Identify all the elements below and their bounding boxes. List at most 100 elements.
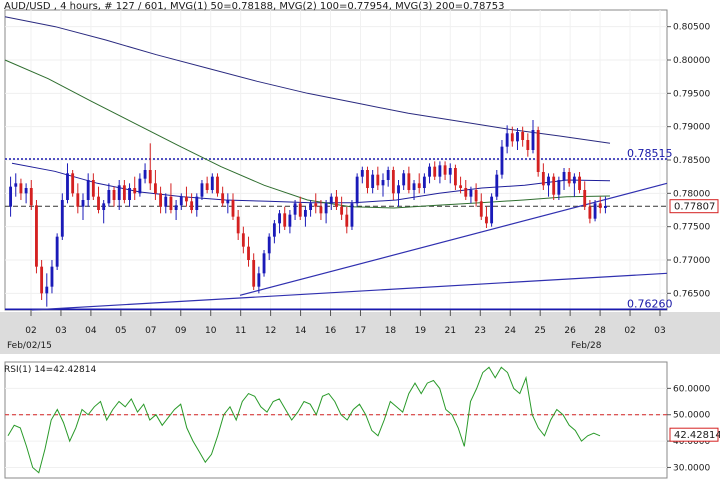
price-xtick-label: 10 <box>205 326 217 336</box>
bear-candle <box>252 260 256 287</box>
bull-candle <box>350 203 354 227</box>
rsi-last-value-marker <box>669 427 719 442</box>
bear-candle <box>464 188 468 197</box>
bull-candle <box>371 174 375 188</box>
bear-candle <box>19 183 23 194</box>
bull-candle <box>422 176 426 188</box>
bull-candle <box>86 180 90 200</box>
level-label-upper: 0.78515 <box>627 147 673 160</box>
bear-candle <box>283 213 287 227</box>
bull-candle <box>66 173 69 200</box>
bear-candle <box>153 183 157 194</box>
price-xtick-label: 03 <box>55 326 66 336</box>
last-price-marker <box>669 199 719 214</box>
price-ytick-label: 0.77500 <box>673 223 710 233</box>
bull-candle <box>278 213 281 224</box>
price-xtick-label: 03 <box>654 326 665 336</box>
bear-candle <box>485 216 488 224</box>
bear-candle <box>459 185 463 188</box>
bear-candle <box>112 190 116 200</box>
bull-candle <box>60 200 64 237</box>
bear-candle <box>552 176 556 195</box>
price-ytick-label: 0.80000 <box>673 56 710 66</box>
bull-candle <box>272 223 276 237</box>
bear-candle <box>417 183 421 188</box>
bear-candle <box>578 176 581 190</box>
bear-candle <box>474 190 478 202</box>
bull-candle <box>303 210 307 217</box>
date-label-end: Feb/28 <box>571 341 602 351</box>
price-xtick-label: 09 <box>175 326 187 336</box>
bear-candle <box>159 193 163 207</box>
bear-candle <box>526 140 530 150</box>
bull-candle <box>412 183 416 190</box>
bull-candle <box>24 188 28 194</box>
price-xtick-label: 28 <box>594 326 606 336</box>
price-xtick-label: 25 <box>534 326 545 336</box>
bear-candle <box>479 201 483 217</box>
bull-candle <box>107 190 111 204</box>
bull-candle <box>329 196 333 204</box>
bull-candle <box>469 190 473 197</box>
price-xtick-label: 05 <box>115 326 126 336</box>
bear-candle <box>340 206 344 215</box>
bear-candle <box>205 183 209 190</box>
bear-candle <box>407 173 411 190</box>
bear-candle <box>345 214 349 227</box>
bull-candle <box>531 130 535 150</box>
bear-candle <box>391 170 395 194</box>
bull-candle <box>495 174 499 197</box>
bull-candle <box>593 203 597 219</box>
bull-candle <box>360 170 364 177</box>
bear-candle <box>319 206 323 214</box>
price-xtick-label: 14 <box>295 326 307 336</box>
price-ytick-label: 0.79500 <box>673 89 710 99</box>
bear-candle <box>335 196 338 207</box>
bull-candle <box>14 183 18 187</box>
bull-candle <box>381 180 385 186</box>
bear-candle <box>453 168 457 186</box>
bear-candle <box>241 233 245 247</box>
price-xtick-label: 18 <box>385 326 397 336</box>
bear-candle <box>231 200 235 217</box>
level-label-lower: 0.76260 <box>627 297 673 310</box>
bull-candle <box>164 196 168 207</box>
rsi-ytick-label: 60.0000 <box>673 384 710 394</box>
price-xtick-label: 24 <box>505 326 517 336</box>
bear-candle <box>314 203 318 207</box>
bull-candle <box>448 168 452 175</box>
bear-candle <box>247 246 250 260</box>
bull-candle <box>402 173 406 186</box>
price-ytick-label: 0.79000 <box>673 123 710 133</box>
bear-candle <box>443 165 447 175</box>
bear-candle <box>91 180 95 197</box>
bull-candle <box>45 286 49 294</box>
bear-candle <box>35 205 38 267</box>
bear-candle <box>221 193 225 204</box>
bull-candle <box>267 236 271 254</box>
bull-candle <box>195 196 199 210</box>
bear-candle <box>433 166 437 177</box>
bull-candle <box>50 266 54 287</box>
bull-candle <box>428 166 431 177</box>
rsi-line <box>7 366 601 474</box>
bull-candle <box>55 236 59 267</box>
bear-candle <box>567 172 571 184</box>
price-ytick-label: 0.78000 <box>673 189 710 199</box>
bear-candle <box>148 170 152 184</box>
bear-candle <box>366 170 369 188</box>
moving-average-line <box>4 59 611 209</box>
price-xtick-label: 26 <box>564 326 576 336</box>
bull-candle <box>547 176 550 186</box>
bear-candle <box>510 133 514 142</box>
bear-candle <box>236 216 240 234</box>
bear-candle <box>169 196 173 210</box>
bull-candle <box>174 205 178 210</box>
price-ytick-label: 0.77000 <box>673 256 710 266</box>
axis-strip <box>0 312 720 354</box>
bear-candle <box>541 172 545 186</box>
rsi-ytick-label: 50.0000 <box>673 411 710 421</box>
bear-candle <box>29 188 33 206</box>
bull-candle <box>557 180 561 195</box>
bull-candle <box>505 133 509 147</box>
